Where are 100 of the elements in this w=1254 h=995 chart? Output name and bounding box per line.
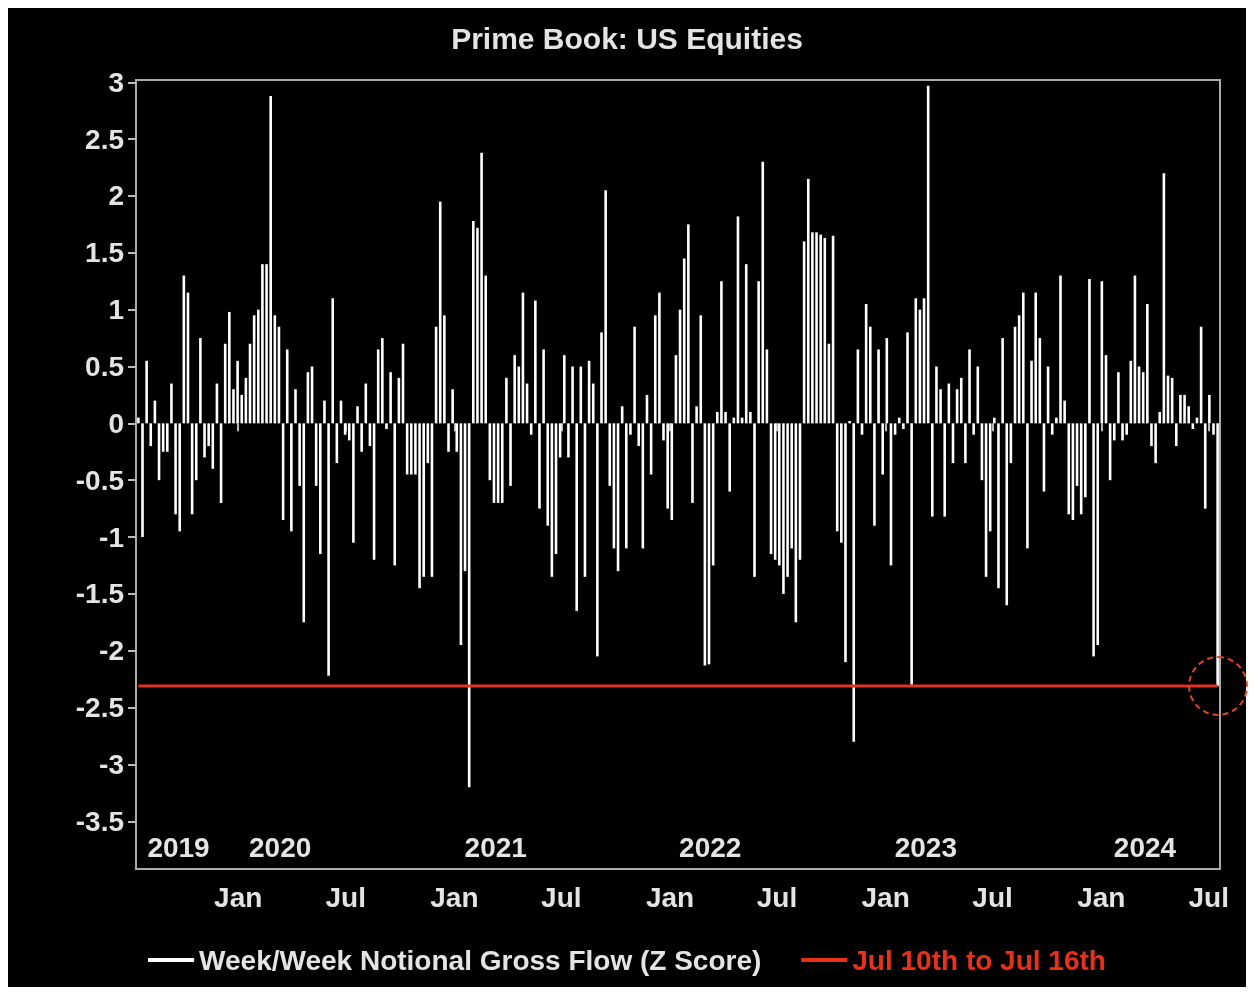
y-tick-label: -2 — [99, 635, 124, 667]
bar — [1158, 411, 1162, 424]
bar — [418, 423, 421, 589]
bar — [873, 423, 876, 526]
bar — [959, 377, 963, 424]
bar — [166, 423, 169, 452]
bar — [571, 366, 574, 424]
bar — [145, 360, 148, 424]
bar — [327, 423, 330, 676]
bar — [819, 234, 822, 424]
x-tick-label: Jan — [861, 881, 910, 913]
bar — [806, 178, 810, 424]
bar — [360, 423, 363, 452]
bar — [319, 423, 322, 555]
bar — [269, 95, 272, 424]
bar — [261, 264, 264, 424]
bar — [562, 355, 566, 424]
bar — [1034, 292, 1037, 424]
bar — [1129, 360, 1133, 424]
bar — [236, 360, 239, 424]
bar — [881, 423, 884, 475]
bar — [352, 423, 355, 543]
x2-tick-label: 2024 — [1113, 831, 1177, 863]
bar — [302, 423, 306, 623]
bar — [691, 423, 694, 503]
bar — [906, 332, 909, 424]
bar — [761, 161, 765, 424]
x-tick-label: Jul — [756, 881, 798, 913]
bar — [567, 423, 570, 458]
bar — [1092, 423, 1095, 657]
bar — [1001, 338, 1004, 424]
bar — [500, 423, 504, 503]
bar — [1203, 423, 1207, 509]
bar — [902, 423, 905, 430]
bar — [1084, 423, 1087, 498]
bar — [538, 423, 541, 509]
bar — [1059, 275, 1062, 424]
bar — [1183, 394, 1186, 424]
x-tick-label: Jan — [430, 881, 479, 913]
bar — [852, 423, 856, 742]
x-tick-label: Jul — [972, 881, 1013, 913]
bar — [976, 366, 980, 424]
bar — [782, 423, 785, 594]
chart-title: Prime Book: US Equities — [451, 21, 803, 55]
bar — [575, 423, 578, 611]
y-tick-label: 2.5 — [85, 123, 124, 155]
bar — [1050, 423, 1054, 435]
x-tick-label: Jan — [214, 881, 263, 913]
bar — [542, 349, 545, 424]
bar — [1021, 292, 1025, 424]
bar — [868, 326, 872, 424]
x2-tick-label: 2020 — [248, 831, 312, 863]
bar — [546, 423, 550, 526]
bar — [1112, 423, 1116, 441]
y-tick-label: -2.5 — [75, 692, 124, 724]
bar — [385, 423, 388, 430]
bar — [1208, 394, 1211, 424]
bar — [509, 423, 512, 486]
y-tick-label: 0 — [108, 407, 124, 439]
bar — [451, 389, 454, 424]
bar — [472, 220, 475, 424]
bar — [534, 300, 537, 424]
bar — [844, 423, 847, 663]
bar — [381, 338, 384, 424]
bar — [203, 423, 206, 458]
bar — [149, 423, 153, 447]
bar — [591, 383, 595, 424]
bar — [389, 372, 392, 424]
x2-tick-label: 2022 — [679, 831, 742, 863]
legend-label: Jul 10th to Jul 16th — [852, 944, 1106, 976]
bar — [972, 423, 975, 435]
y-tick-label: 1 — [108, 294, 124, 326]
bar — [170, 383, 173, 424]
y-tick-label: 2 — [108, 180, 124, 212]
bar — [1088, 278, 1091, 424]
x-tick-label: Jan — [1077, 881, 1126, 913]
y-tick-label: -1 — [99, 521, 124, 553]
bar — [625, 423, 628, 549]
x-tick-label: Jul — [541, 881, 582, 913]
bar — [964, 423, 967, 464]
x2-tick-label: 2021 — [464, 831, 527, 863]
bar — [1216, 423, 1219, 686]
bar — [753, 423, 756, 577]
y-tick-label: -1.5 — [75, 578, 124, 610]
bar — [137, 417, 140, 424]
x-tick-label: Jul — [325, 881, 366, 913]
bar — [513, 355, 516, 424]
bar — [633, 326, 636, 424]
bar — [897, 417, 901, 424]
bar — [823, 238, 827, 424]
bar — [285, 349, 289, 424]
bar — [438, 201, 442, 424]
bar — [447, 423, 450, 452]
bar — [815, 232, 818, 424]
bar — [480, 152, 483, 424]
bar — [409, 423, 413, 475]
bar — [1179, 394, 1182, 424]
y-tick-label: 0.5 — [85, 351, 124, 382]
bar — [1121, 423, 1124, 441]
bar — [199, 338, 202, 424]
